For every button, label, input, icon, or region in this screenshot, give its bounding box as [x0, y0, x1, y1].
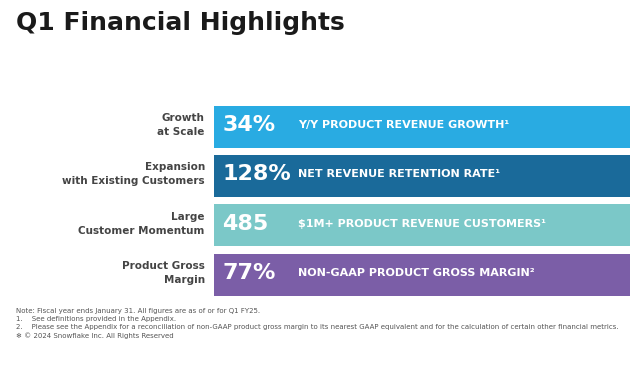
Text: 1.    See definitions provided in the Appendix.: 1. See definitions provided in the Appen…	[16, 316, 176, 322]
Text: NET REVENUE RETENTION RATE¹: NET REVENUE RETENTION RATE¹	[298, 169, 500, 179]
Text: ❄ © 2024 Snowflake Inc. All Rights Reserved: ❄ © 2024 Snowflake Inc. All Rights Reser…	[16, 333, 173, 339]
FancyBboxPatch shape	[214, 155, 630, 197]
Text: NON-GAAP PRODUCT GROSS MARGIN²: NON-GAAP PRODUCT GROSS MARGIN²	[298, 268, 534, 278]
Text: 485: 485	[222, 214, 268, 234]
Text: 2.    Please see the Appendix for a reconciliation of non-GAAP product gross mar: 2. Please see the Appendix for a reconci…	[16, 324, 619, 330]
Text: Growth
at Scale: Growth at Scale	[157, 113, 205, 137]
FancyBboxPatch shape	[214, 254, 630, 296]
Text: Q1 Financial Highlights: Q1 Financial Highlights	[16, 11, 345, 35]
Text: Large
Customer Momentum: Large Customer Momentum	[79, 212, 205, 235]
Text: Product Gross
Margin: Product Gross Margin	[122, 261, 205, 285]
Text: 77%: 77%	[222, 263, 275, 283]
Text: Note: Fiscal year ends January 31. All figures are as of or for Q1 FY25.: Note: Fiscal year ends January 31. All f…	[16, 308, 260, 314]
FancyBboxPatch shape	[214, 106, 630, 148]
Text: Expansion
with Existing Customers: Expansion with Existing Customers	[62, 162, 205, 186]
Text: 128%: 128%	[222, 164, 291, 184]
Text: Y/Y PRODUCT REVENUE GROWTH¹: Y/Y PRODUCT REVENUE GROWTH¹	[298, 120, 509, 130]
FancyBboxPatch shape	[214, 204, 630, 246]
Text: 34%: 34%	[222, 115, 275, 135]
Text: $1M+ PRODUCT REVENUE CUSTOMERS¹: $1M+ PRODUCT REVENUE CUSTOMERS¹	[298, 219, 545, 228]
